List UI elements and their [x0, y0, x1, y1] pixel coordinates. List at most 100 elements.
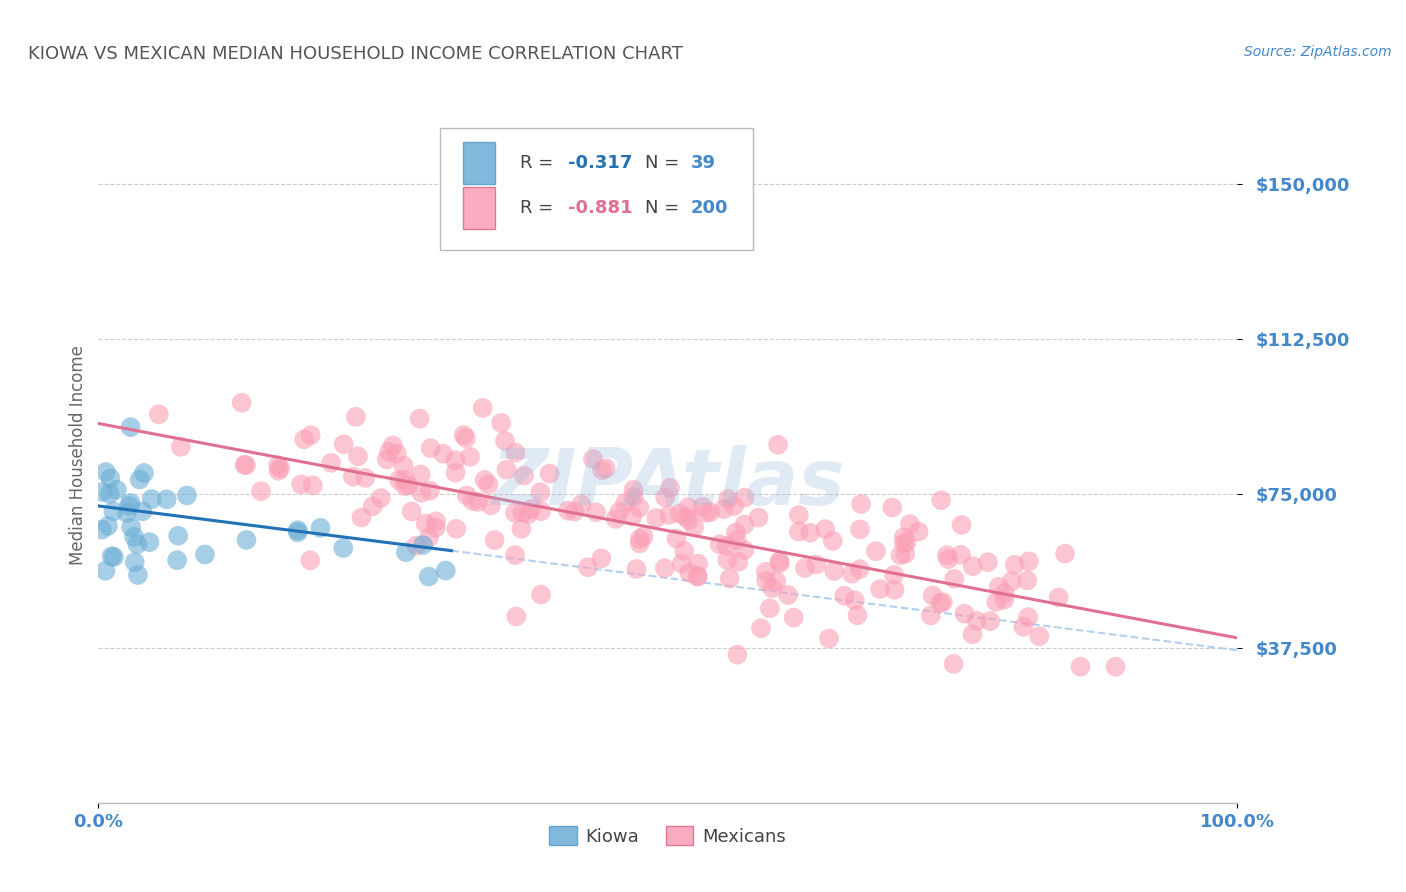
Point [302, 478, 325, 492]
Point [342, 469, 364, 483]
Point [621, 509, 644, 524]
Point [849, 522, 872, 536]
Point [936, 552, 959, 566]
Point [494, 434, 516, 448]
Point [170, 440, 193, 454]
Point [120, 420, 142, 434]
Point [432, 447, 454, 461]
Point [292, 433, 315, 447]
Point [94, 465, 117, 479]
FancyBboxPatch shape [463, 187, 495, 228]
Point [418, 569, 440, 583]
Point [749, 621, 772, 635]
Point [405, 539, 427, 553]
Point [1001, 574, 1024, 589]
Point [883, 568, 905, 582]
Point [844, 593, 866, 607]
Point [425, 514, 447, 528]
Point [683, 520, 706, 534]
Point [530, 504, 553, 518]
Point [287, 523, 309, 537]
Point [761, 581, 783, 595]
Point [138, 535, 160, 549]
Point [131, 504, 153, 518]
Point [692, 500, 714, 514]
Point [503, 548, 526, 562]
Point [290, 477, 312, 491]
Point [765, 574, 787, 589]
Point [920, 608, 942, 623]
Point [893, 530, 915, 544]
Point [725, 533, 748, 548]
Point [889, 548, 911, 562]
Point [841, 566, 863, 581]
Point [235, 458, 257, 473]
Point [103, 549, 125, 564]
Point [505, 445, 527, 459]
Point [411, 485, 433, 500]
Point [132, 466, 155, 480]
Point [716, 553, 738, 567]
Point [194, 548, 217, 562]
Point [806, 558, 828, 572]
Point [309, 521, 332, 535]
Point [869, 582, 891, 596]
Point [128, 473, 150, 487]
Point [582, 452, 605, 467]
Point [979, 614, 1001, 628]
Point [725, 648, 748, 662]
Point [673, 544, 696, 558]
Point [350, 510, 373, 524]
Point [793, 561, 815, 575]
Point [419, 441, 441, 455]
Point [401, 504, 423, 518]
Point [530, 588, 553, 602]
Point [695, 506, 717, 520]
Point [907, 524, 929, 539]
Point [538, 467, 561, 481]
Point [595, 461, 617, 475]
Legend: Kiowa, Mexicans: Kiowa, Mexicans [543, 819, 793, 853]
Point [269, 461, 291, 475]
Point [510, 522, 533, 536]
Point [484, 533, 506, 548]
Point [665, 532, 688, 546]
Point [127, 568, 149, 582]
Point [747, 510, 769, 524]
Point [896, 535, 918, 549]
Point [942, 657, 965, 671]
Point [987, 580, 1010, 594]
Point [675, 510, 697, 524]
Point [408, 411, 430, 425]
Point [814, 522, 837, 536]
Point [233, 458, 256, 472]
Point [378, 444, 401, 458]
Point [818, 632, 841, 646]
Point [654, 561, 676, 575]
Point [727, 555, 749, 569]
Point [821, 533, 844, 548]
Point [425, 521, 447, 535]
Text: R =: R = [520, 153, 558, 171]
Point [479, 499, 502, 513]
Y-axis label: Median Household Income: Median Household Income [69, 345, 87, 565]
Point [766, 438, 789, 452]
Point [418, 530, 440, 544]
Point [626, 562, 648, 576]
Point [381, 438, 404, 452]
Point [787, 508, 810, 522]
Point [1047, 591, 1070, 605]
Point [1104, 659, 1126, 673]
Point [98, 487, 121, 501]
Point [97, 519, 120, 533]
Point [419, 483, 441, 498]
Point [893, 536, 915, 550]
Point [370, 491, 392, 505]
Point [628, 532, 651, 546]
Point [659, 481, 682, 495]
Text: ZIPAtlas: ZIPAtlas [491, 445, 845, 521]
Point [846, 608, 869, 623]
Point [105, 483, 128, 497]
Point [100, 471, 122, 485]
Point [1012, 620, 1035, 634]
